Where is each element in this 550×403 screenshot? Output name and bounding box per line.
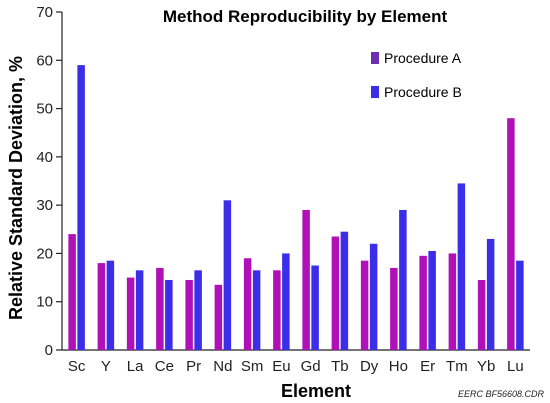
y-tick-label: 0	[45, 342, 53, 359]
x-axis: Sc Y La Ce Pr Nd Sm Eu Gd Tb Dy Ho Er Tm Yb Lu	[62, 349, 530, 375]
x-tick-label: Ho	[389, 358, 408, 375]
y-tick-label: 40	[36, 149, 53, 166]
x-tick-label: Ce	[155, 358, 174, 375]
bar-procedure-a-nd	[214, 284, 223, 350]
bar-procedure-a-eu	[273, 270, 281, 350]
y-axis: 0 10 20 30 40 50 60 70	[36, 4, 63, 359]
x-axis-label: Element	[281, 381, 351, 401]
y-axis-label: Relative Standard Deviation, %	[6, 56, 26, 320]
legend-label: Procedure B	[384, 84, 462, 100]
bar-procedure-a-la	[126, 277, 135, 350]
y-tick-label: 50	[36, 101, 53, 118]
bar-procedure-a-ce	[156, 267, 164, 350]
bar-procedure-a-yb	[477, 279, 486, 350]
bar-procedure-a-ho	[390, 267, 398, 350]
bar-procedure-b-yb	[486, 238, 495, 350]
x-tick-label: Yb	[477, 358, 495, 375]
legend: Procedure A Procedure B	[371, 50, 462, 100]
y-tick-label: 10	[36, 294, 53, 311]
legend-swatch	[371, 86, 379, 98]
y-tick-label: 70	[36, 4, 53, 21]
bar-procedure-b-sm	[252, 270, 261, 350]
x-tick-label: Eu	[272, 358, 290, 375]
chart-title: Method Reproducibility by Element	[163, 7, 448, 26]
bar-procedure-b-eu	[282, 253, 290, 350]
bar-procedure-a-tm	[448, 253, 457, 350]
bar-procedure-b-tm	[457, 183, 466, 350]
y-tick-label: 60	[36, 52, 53, 69]
bar-procedure-b-la	[135, 270, 144, 350]
bar-procedure-b-nd	[223, 200, 232, 350]
bar-procedure-a-er	[419, 255, 427, 350]
bar-procedure-a-sm	[243, 258, 252, 350]
x-tick-label: Er	[420, 358, 435, 375]
bar-procedure-b-ce	[165, 279, 173, 350]
x-tick-label: Tb	[331, 358, 349, 375]
x-tick-label: Tm	[446, 358, 468, 375]
figure-credit: EERC BF56608.CDR	[458, 389, 545, 399]
bar-procedure-b-tb	[340, 231, 349, 350]
bar-procedure-b-dy	[369, 243, 378, 350]
x-tick-label: Y	[101, 358, 111, 375]
x-tick-label: Pr	[186, 358, 201, 375]
legend-swatch	[371, 52, 379, 64]
x-tick-label: Sm	[241, 358, 264, 375]
x-tick-label: Sc	[68, 358, 86, 375]
legend-label: Procedure A	[384, 50, 462, 66]
x-tick-label: Gd	[301, 358, 321, 375]
bar-procedure-a-pr	[185, 279, 193, 350]
bar-procedure-a-dy	[360, 260, 369, 350]
bar-procedure-a-tb	[331, 236, 340, 350]
bar-procedure-a-lu	[507, 118, 515, 350]
bar-procedure-b-er	[428, 251, 436, 350]
bar-procedure-b-sc	[77, 65, 85, 350]
bar-procedure-a-gd	[302, 209, 310, 350]
bars	[68, 65, 524, 350]
x-tick-label: Lu	[507, 358, 524, 375]
x-tick-label: Dy	[360, 358, 379, 375]
x-tick-label: La	[127, 358, 144, 375]
bar-procedure-b-pr	[194, 270, 202, 350]
bar-procedure-b-ho	[399, 209, 407, 350]
bar-procedure-b-y	[106, 260, 115, 350]
bar-procedure-a-y	[97, 263, 106, 350]
y-tick-label: 30	[36, 197, 53, 214]
bar-procedure-b-gd	[311, 265, 319, 350]
bar-procedure-a-sc	[68, 234, 76, 350]
y-tick-label: 20	[36, 245, 53, 262]
x-tick-label: Nd	[213, 358, 232, 375]
bar-procedure-b-lu	[516, 260, 524, 350]
